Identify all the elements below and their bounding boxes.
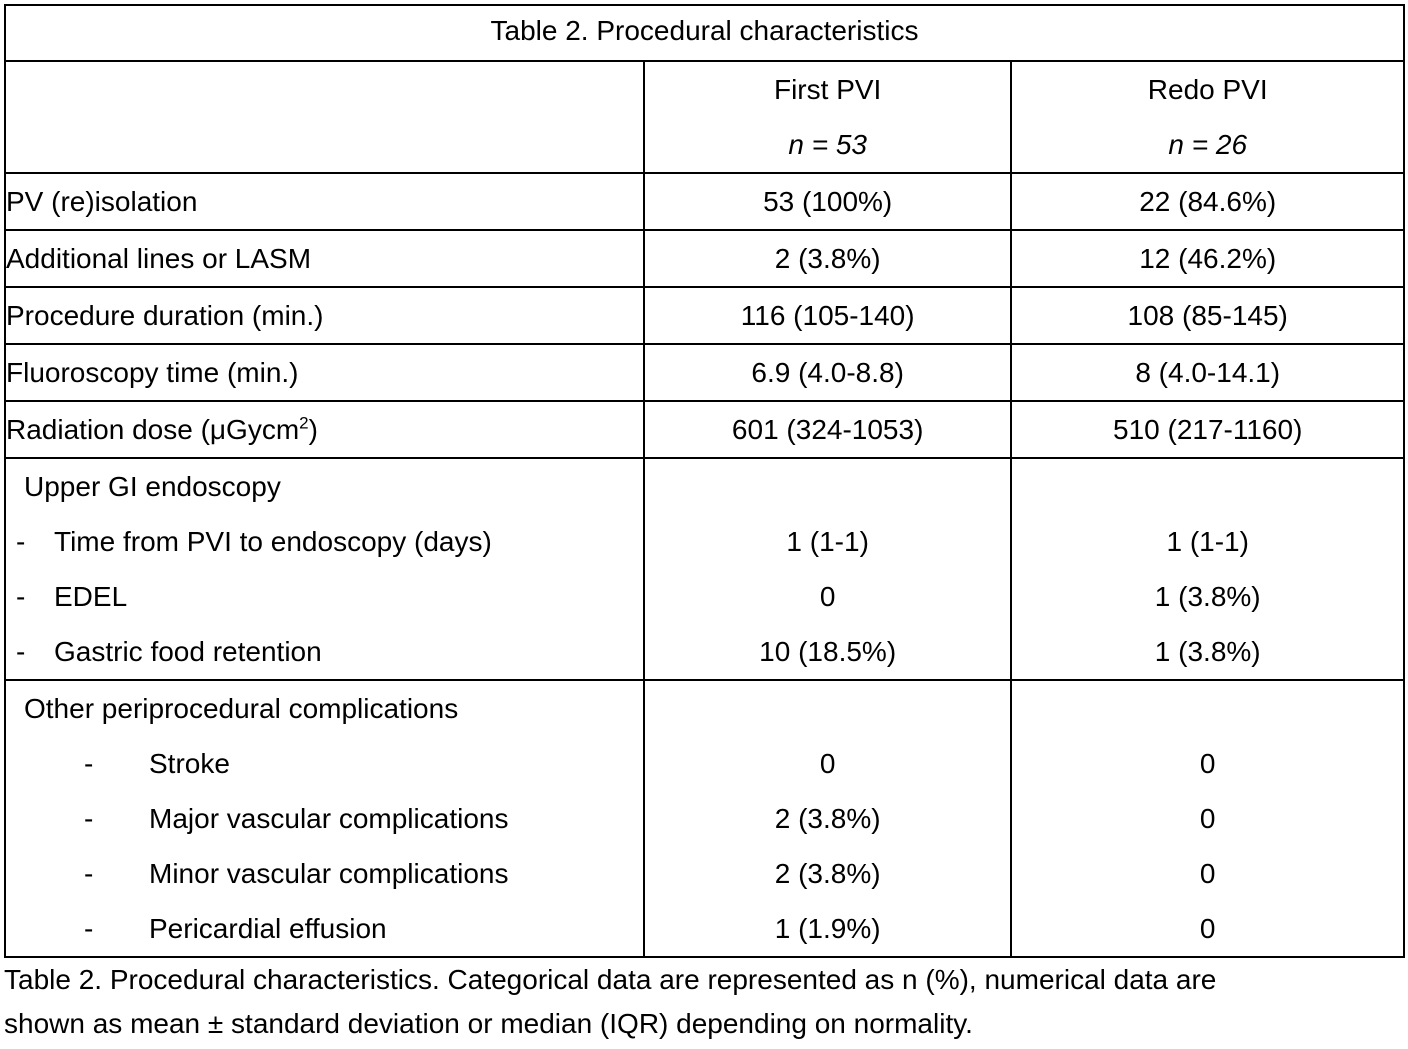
table-row: PV (re)isolation 53 (100%) 22 (84.6%): [4, 172, 1405, 231]
header-first-pvi: First PVI n = 53: [642, 60, 1013, 174]
section-heading: Other periprocedural complications: [24, 693, 459, 724]
title-row: Table 2. Procedural characteristics: [4, 4, 1405, 62]
header-redo-pvi-n: n = 26: [1168, 129, 1248, 160]
row-label: Gastric food retention: [54, 636, 322, 667]
section-heading: Upper GI endoscopy: [24, 471, 281, 502]
row-label: Major vascular complications: [149, 803, 509, 834]
first-pvi-value: 2 (3.8%): [774, 803, 881, 834]
header-first-pvi-label: First PVI: [773, 74, 882, 105]
redo-pvi-value: 1 (3.8%): [1154, 581, 1261, 612]
redo-pvi-value: 0: [1199, 858, 1216, 889]
first-pvi-value: 53 (100%): [763, 186, 893, 217]
row-label: Time from PVI to endoscopy (days): [54, 526, 492, 557]
first-pvi-value: 116 (105-140): [740, 300, 915, 331]
list-item: - Time from PVI to endoscopy (days): [6, 514, 643, 569]
bullet-dash: -: [16, 581, 26, 612]
bullet-dash: -: [16, 636, 26, 667]
radiation-label-close: ): [308, 414, 318, 445]
redo-pvi-value: 1 (1-1): [1166, 526, 1249, 557]
first-pvi-value: 601 (324-1053): [731, 414, 924, 445]
first-pvi-value: 2 (3.8%): [774, 243, 881, 274]
list-item: - Gastric food retention: [6, 624, 643, 679]
complications-section: Other periprocedural complications - Stro…: [4, 679, 1405, 958]
endoscopy-section: Upper GI endoscopy - Time from PVI to end…: [4, 457, 1405, 681]
first-pvi-value: 0: [819, 748, 836, 779]
header-first-pvi-n: n = 53: [788, 129, 867, 160]
redo-pvi-value: 22 (84.6%): [1139, 186, 1277, 217]
radiation-label-text: Radiation dose (μGycm: [6, 414, 300, 445]
table-row: Radiation dose (μGycm2) 601 (324-1053) 5…: [4, 400, 1405, 459]
list-item: - Pericardial effusion: [6, 901, 643, 956]
bullet-dash: -: [84, 913, 94, 944]
redo-pvi-value: 510 (217-1160): [1113, 414, 1303, 445]
first-pvi-value: 0: [819, 581, 836, 612]
redo-pvi-value: 108 (85-145): [1127, 300, 1288, 331]
row-label: PV (re)isolation: [6, 186, 198, 217]
header-redo-pvi-label: Redo PVI: [1147, 74, 1268, 105]
row-label: Procedure duration (min.): [6, 300, 324, 331]
first-pvi-value: 10 (18.5%): [759, 636, 897, 667]
bullet-dash: -: [84, 858, 94, 889]
row-label: Fluoroscopy time (min.): [6, 357, 299, 388]
table-title: Table 2. Procedural characteristics: [4, 4, 1405, 62]
redo-pvi-value: 0: [1199, 803, 1216, 834]
first-pvi-value: 1 (1.9%): [774, 913, 881, 944]
row-label: EDEL: [54, 581, 128, 612]
redo-pvi-value: 12 (46.2%): [1139, 243, 1277, 274]
procedural-characteristics-table: Table 2. Procedural characteristics Firs…: [4, 4, 1405, 958]
list-item: - Major vascular complications: [6, 791, 643, 846]
row-label: Minor vascular complications: [149, 858, 509, 889]
redo-pvi-value: 0: [1199, 913, 1216, 944]
bullet-dash: -: [84, 748, 94, 779]
radiation-label-superscript: 2: [299, 413, 309, 433]
list-item: - Stroke: [6, 736, 643, 791]
header-redo-pvi: Redo PVI n = 26: [1010, 60, 1405, 174]
list-item: - EDEL: [6, 569, 643, 624]
header-row: First PVI n = 53 Redo PVI n = 26: [4, 60, 1405, 174]
redo-pvi-value: 1 (3.8%): [1154, 636, 1261, 667]
first-pvi-value: 6.9 (4.0-8.8): [751, 357, 904, 388]
redo-pvi-value: 0: [1199, 748, 1216, 779]
header-empty-cell: [4, 60, 645, 174]
row-label: Pericardial effusion: [149, 913, 387, 944]
row-label: Radiation dose (μGycm2): [6, 402, 643, 457]
table-row: Procedure duration (min.) 116 (105-140) …: [4, 286, 1405, 345]
bullet-dash: -: [84, 803, 94, 834]
table-row: Fluoroscopy time (min.) 6.9 (4.0-8.8) 8 …: [4, 343, 1405, 402]
first-pvi-value: 1 (1-1): [786, 526, 869, 557]
list-item: - Minor vascular complications: [6, 846, 643, 901]
redo-pvi-value: 8 (4.0-14.1): [1135, 357, 1281, 388]
caption-line-1: Table 2. Procedural characteristics. Cat…: [4, 964, 1217, 995]
row-label: Additional lines or LASM: [6, 243, 312, 274]
table-caption: Table 2. Procedural characteristics. Cat…: [4, 958, 1404, 1046]
table-row: Additional lines or LASM 2 (3.8%) 12 (46…: [4, 229, 1405, 288]
bullet-dash: -: [16, 526, 26, 557]
first-pvi-value: 2 (3.8%): [774, 858, 881, 889]
caption-line-2: shown as mean ± standard deviation or me…: [4, 1008, 973, 1039]
row-label: Stroke: [149, 748, 230, 779]
